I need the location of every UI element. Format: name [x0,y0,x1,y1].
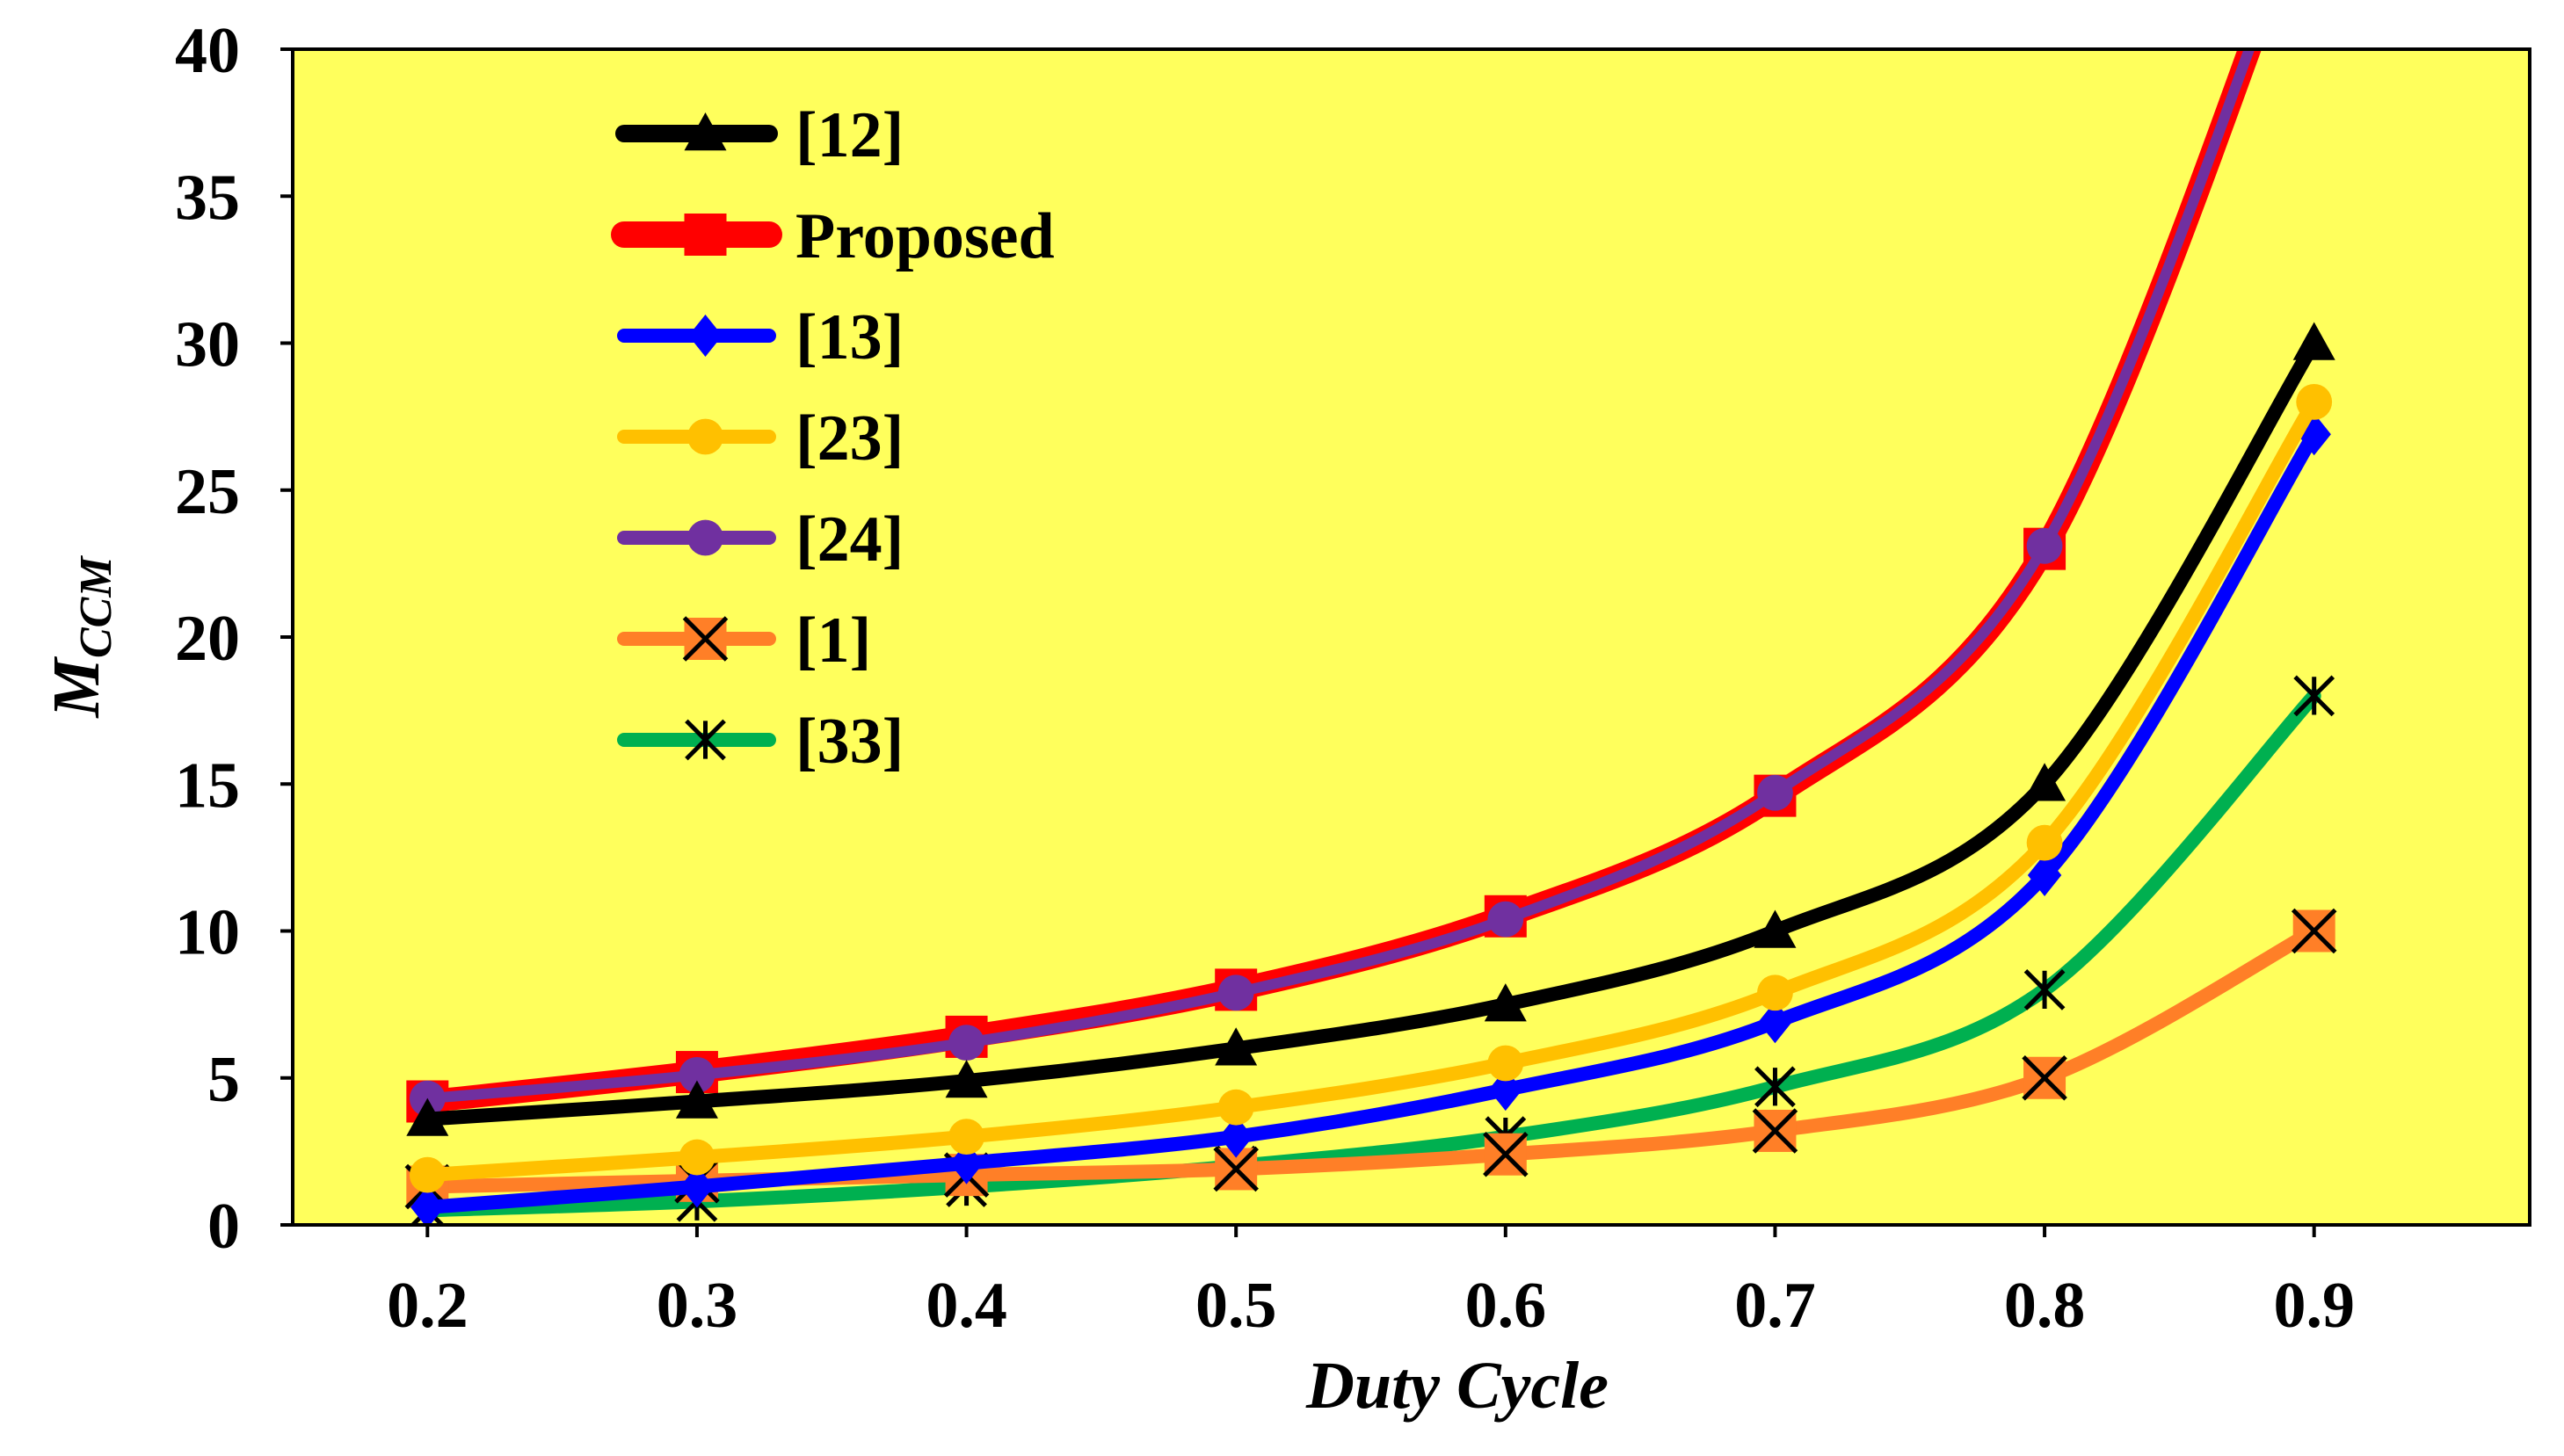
legend-swatch-marker [685,719,726,761]
x-tick-label: 0.4 [926,1270,1007,1342]
y-tick-label: 15 [175,750,240,822]
data-point [948,1025,984,1061]
x-tick-label: 0.3 [657,1270,738,1342]
series-line [420,395,2321,1183]
data-point [1215,1027,1258,1066]
y-tick-label: 5 [207,1044,240,1116]
data-point [679,1139,715,1176]
series-line [422,49,2255,1105]
x-tick-label: 0.9 [2273,1270,2355,1342]
legend-label: [24] [795,503,904,576]
series-24 [409,49,2255,1117]
legend-swatch-marker [688,315,723,357]
legend-item: [23] [617,402,904,474]
legend: [12] Proposed [13] [23] [24] [1] [33] [611,99,1055,778]
legend-label: Proposed [795,200,1055,272]
y-tick-label: 20 [175,603,240,675]
data-point [679,1165,715,1208]
x-tick-label: 0.7 [1734,1270,1816,1342]
data-point [2023,763,2066,801]
data-point [1487,901,1524,938]
x-marker-stroke [2022,1054,2067,1101]
data-point [409,1156,446,1193]
data-point [1754,1066,1796,1108]
data-point [2026,527,2063,564]
data-point [1757,974,1793,1011]
data-point [1484,983,1527,1022]
data-point [679,1057,715,1093]
x-marker-stroke [1752,1108,1798,1154]
legend-item: [12] [615,99,904,171]
data-point [406,1097,449,1136]
legend-item: [1] [617,605,871,677]
y-axis: 0 5 10 15 20 25 30 35 40 [175,15,293,1263]
data-point [2291,908,2337,954]
legend-swatch-marker [687,519,723,556]
legend-label: [12] [795,99,904,171]
legend-swatch-marker [684,214,727,256]
x-tick-label: 0.2 [387,1270,468,1342]
x-marker-stroke [682,616,729,662]
series-layer [404,49,2337,1225]
legend-swatch-marker [687,418,723,455]
data-point [1488,1068,1523,1112]
data-point [948,1119,984,1155]
data-point [1487,1045,1524,1082]
legend-label: [33] [795,706,904,778]
y-axis-title-main: M [40,656,113,719]
x-tick-label: 0.5 [1195,1270,1277,1342]
data-point [1757,774,1793,811]
data-point [2022,1054,2067,1101]
y-tick-label: 40 [175,15,240,87]
legend-item: [13] [617,301,904,373]
y-axis-title-sub: CCM [71,555,121,658]
series-line [420,427,2321,1214]
data-point [410,1185,445,1225]
y-axis-title: MCCM [40,555,121,719]
data-point [949,1141,984,1184]
data-point [2292,322,2335,360]
data-point [2297,413,2331,456]
legend-label: [1] [795,605,871,677]
x-tick-label: 0.6 [1465,1270,1547,1342]
legend-item: [24] [617,503,904,576]
data-point [2023,969,2066,1011]
x-tick-label: 0.8 [2004,1270,2086,1342]
x-marker-stroke [1213,1146,1259,1192]
legend-item: [33] [617,706,904,778]
data-point [1758,1001,1792,1044]
y-tick-label: 25 [175,456,240,528]
series-13 [410,413,2331,1225]
data-point [1218,1115,1253,1158]
data-point [1217,1089,1254,1126]
y-tick-label: 35 [175,162,240,234]
data-point [945,1060,988,1098]
legend-swatch-marker [682,616,729,662]
data-point [1483,1131,1529,1177]
x-marker-stroke [2291,908,2337,954]
y-tick-label: 10 [175,897,240,969]
series-12 [406,322,2335,1136]
data-point [1217,974,1254,1011]
data-point [675,1080,718,1119]
series-line [420,336,2321,1126]
data-point [2027,853,2062,896]
legend-item: Proposed [611,200,1055,272]
data-point [2296,384,2333,420]
legend-label: [23] [795,402,904,474]
y-tick-label: 30 [175,309,240,381]
x-marker-stroke [1483,1131,1529,1177]
data-point [2026,824,2063,861]
series-23 [409,384,2333,1193]
data-point [2293,675,2335,717]
x-axis-title: Duty Cycle [1305,1349,1609,1423]
y-tick-label: 0 [207,1191,240,1263]
x-axis: 0.2 0.3 0.4 0.5 0.6 0.7 0.8 0.9 [387,1225,2355,1342]
data-point [1754,909,1797,948]
data-point [1752,1108,1798,1154]
legend-swatch-marker [684,112,727,151]
legend-label: [13] [795,301,904,373]
